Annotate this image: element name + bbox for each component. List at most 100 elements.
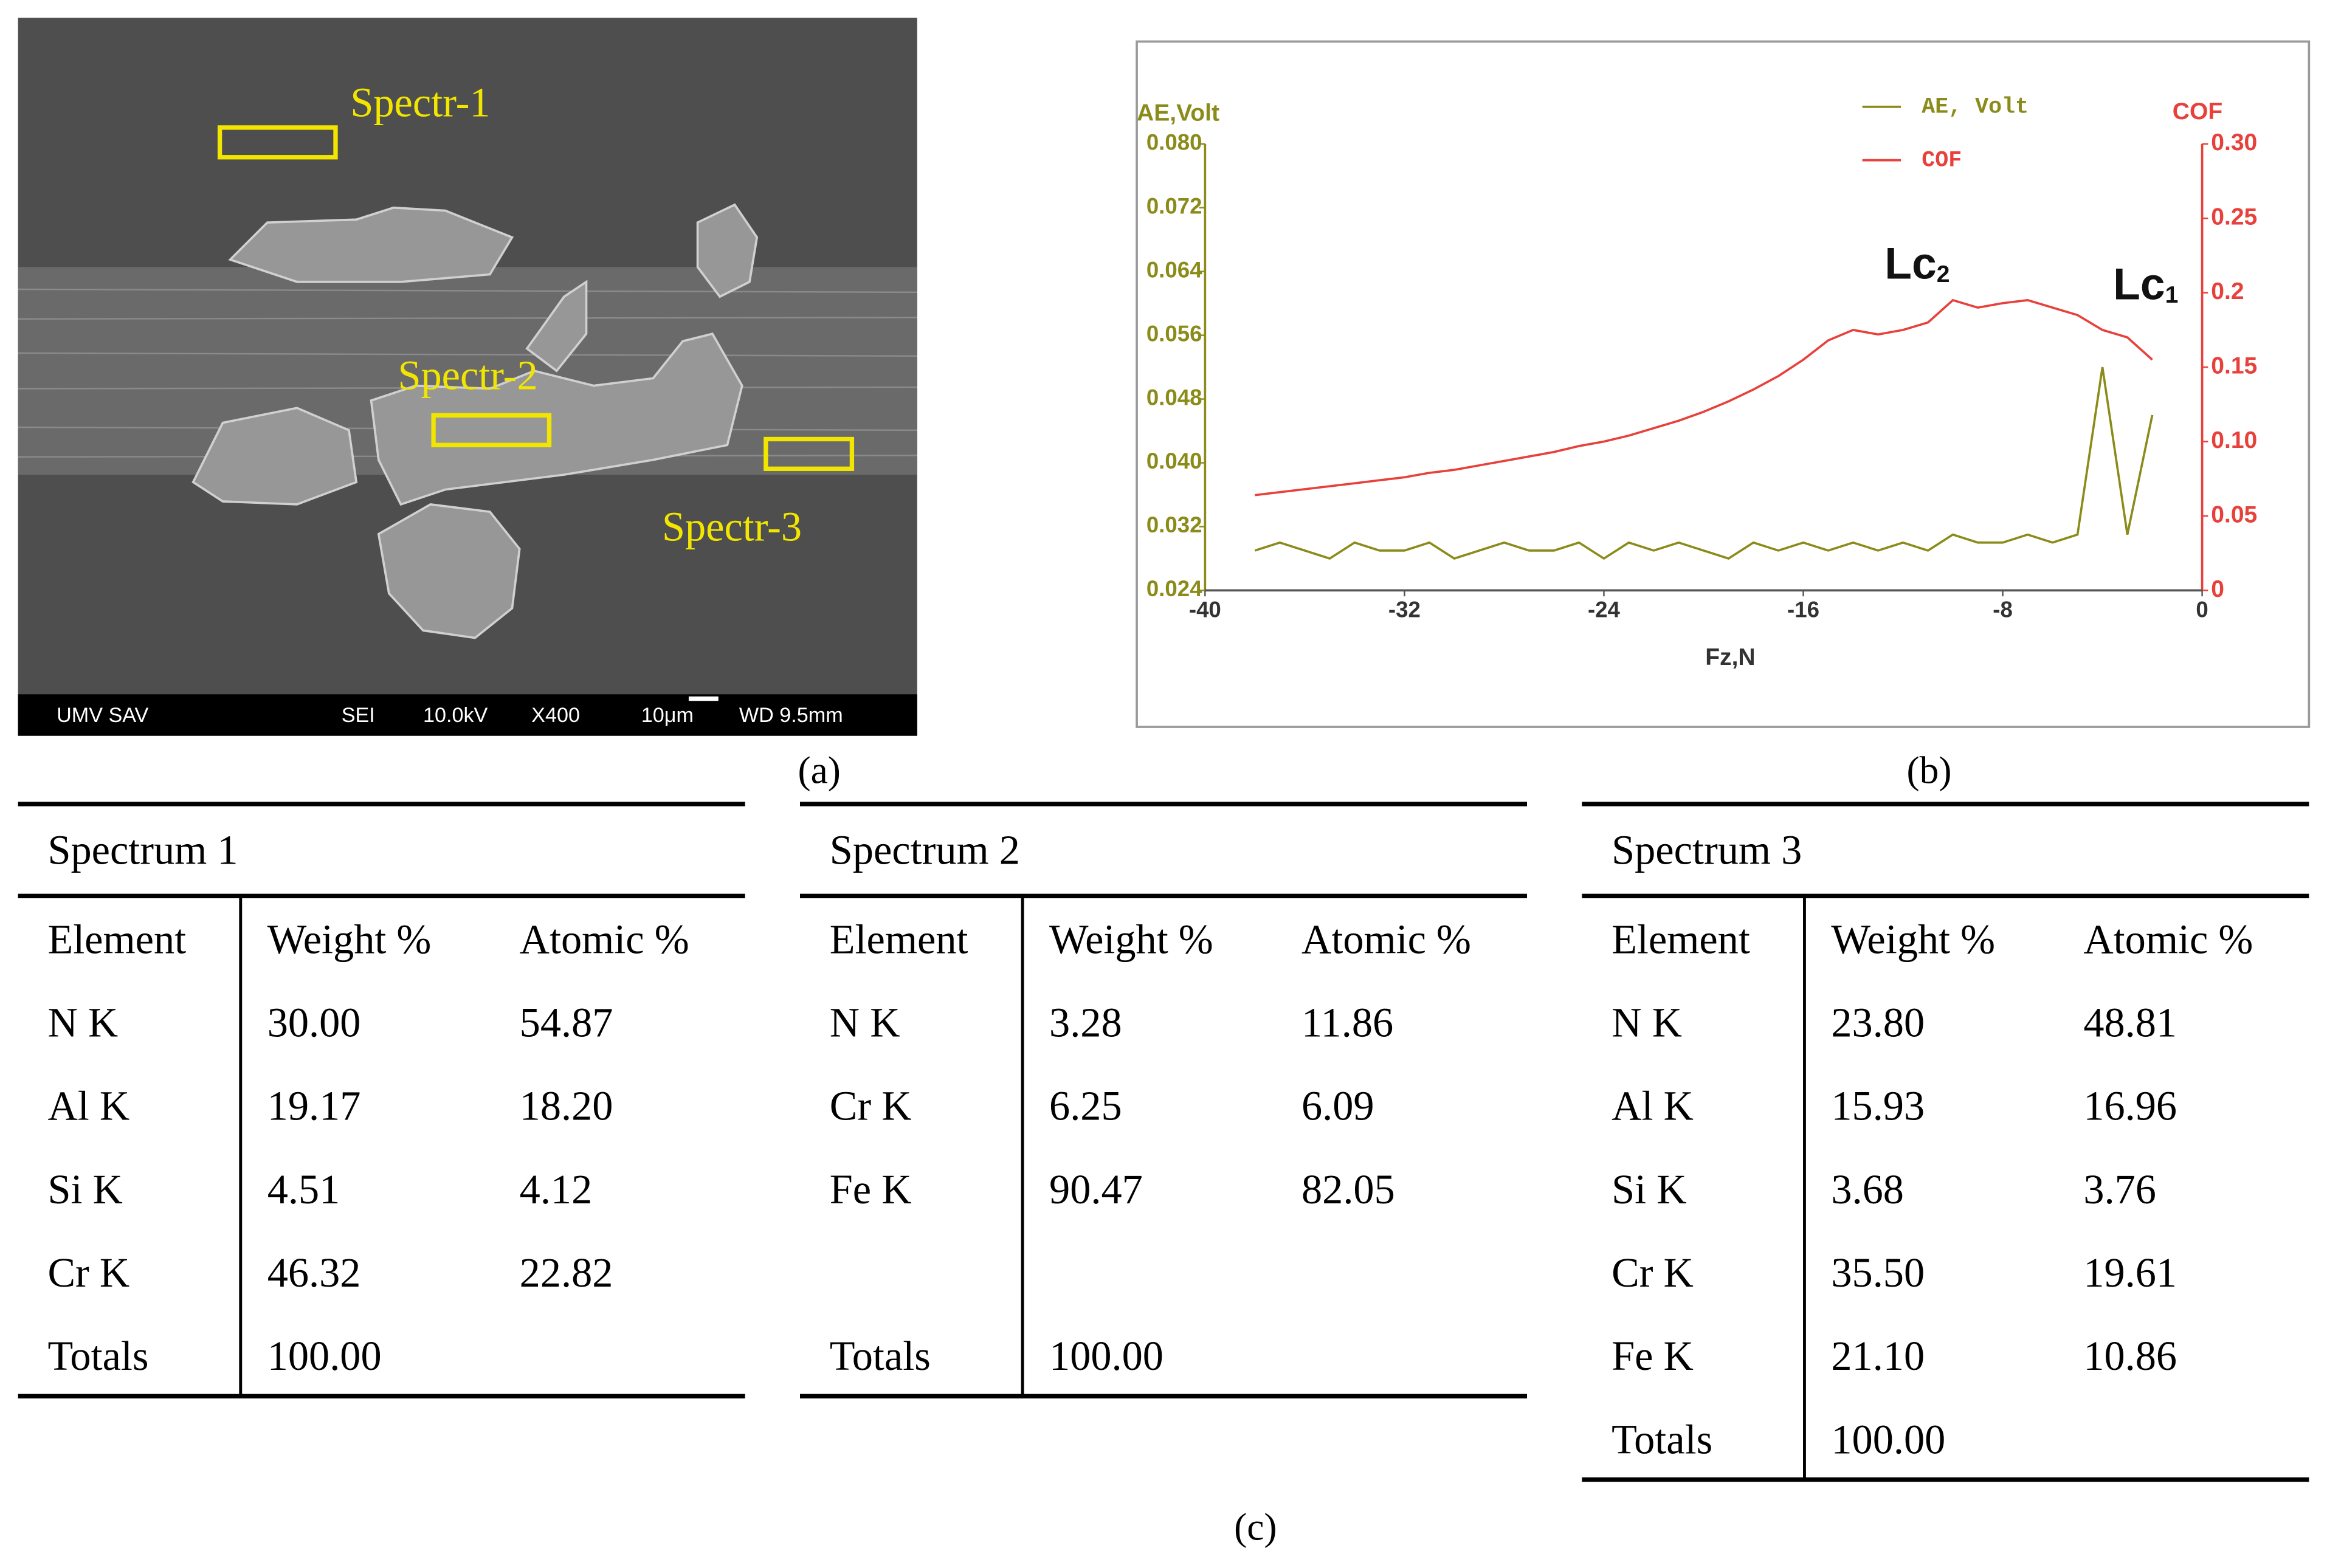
table-header: Element — [830, 916, 968, 962]
caption: (c) — [1234, 1505, 1277, 1549]
table-cell: Fe K — [1612, 1333, 1694, 1379]
table-title: Spectrum 2 — [830, 827, 1020, 873]
x-tick-label: -16 — [1787, 597, 1819, 622]
y2-tick-label: 0.05 — [2211, 501, 2257, 528]
table-cell: 10.86 — [2083, 1333, 2177, 1379]
table-cell: 19.61 — [2083, 1250, 2177, 1296]
y-axis-title: AE,Volt — [1137, 100, 1219, 126]
series-line — [1254, 366, 2154, 560]
table-cell: Al K — [47, 1083, 129, 1129]
info-text: X400 — [531, 704, 580, 727]
spectrum-label: Spectr-1 — [350, 79, 490, 125]
table-cell: 19.17 — [267, 1083, 361, 1129]
x-tick-label: -40 — [1189, 597, 1221, 622]
table-header: Atomic % — [2083, 916, 2253, 962]
info-bar — [18, 694, 917, 736]
x-tick-label: -8 — [1993, 597, 2013, 622]
table-cell: Cr K — [830, 1083, 912, 1129]
table-header: Weight % — [1831, 916, 1995, 962]
table-cell: 4.51 — [267, 1166, 340, 1212]
table-cell: 21.10 — [1831, 1333, 1925, 1379]
annotation-text: Lc — [1884, 239, 1936, 289]
chart-frame — [1136, 40, 2311, 728]
table-cell: 6.09 — [1301, 1083, 1374, 1129]
table-header: Atomic % — [520, 916, 689, 962]
info-text: SEI — [342, 704, 375, 727]
table-cell: N K — [47, 1000, 118, 1046]
table-cell: 35.50 — [1831, 1250, 1925, 1296]
table-title: Spectrum 1 — [47, 827, 238, 873]
y-tick-label: 0.064 — [1146, 257, 1202, 282]
table-header: Weight % — [267, 916, 432, 962]
table-cell: 22.82 — [520, 1250, 613, 1296]
y-tick-label: 0.024 — [1146, 576, 1202, 601]
y2-tick-label: 0.15 — [2211, 352, 2257, 379]
annotation-subscript: 2 — [1937, 261, 1950, 287]
table-cell: Totals — [830, 1333, 931, 1379]
x-tick-label: -24 — [1588, 597, 1621, 622]
table-cell: 100.00 — [1049, 1333, 1164, 1379]
info-text: 10.0kV — [423, 704, 488, 727]
spectrum-label: Spectr-3 — [662, 504, 802, 550]
table-header: Element — [47, 916, 186, 962]
table-cell: 90.47 — [1049, 1166, 1143, 1212]
x-tick-label: 0 — [2196, 597, 2208, 622]
spectrum-label: Spectr-2 — [398, 352, 538, 399]
table-cell: 3.28 — [1049, 1000, 1122, 1046]
table-cell: 46.32 — [267, 1250, 361, 1296]
table-header: Element — [1612, 916, 1750, 962]
y2-tick-label: 0 — [2211, 576, 2224, 602]
y2-axis-title: COF — [2173, 98, 2222, 125]
table-header: Atomic % — [1301, 916, 1471, 962]
y2-tick-label: 0.30 — [2211, 129, 2257, 156]
table-cell: Cr K — [1612, 1250, 1694, 1296]
table-cell: 82.05 — [1301, 1166, 1395, 1212]
info-text: UMV SAV — [57, 704, 148, 727]
table-cell: Si K — [47, 1166, 122, 1212]
info-text: WD 9.5mm — [739, 704, 843, 727]
caption: (a) — [798, 749, 840, 792]
table-cell: 100.00 — [1831, 1416, 1945, 1462]
table-title: Spectrum 3 — [1612, 827, 1802, 873]
y2-tick-label: 0.2 — [2211, 278, 2244, 304]
table-cell: 48.81 — [2083, 1000, 2177, 1046]
table-cell: N K — [830, 1000, 900, 1046]
table-cell: 54.87 — [520, 1000, 613, 1046]
table-cell: Si K — [1612, 1166, 1686, 1212]
y2-tick-label: 0.10 — [2211, 427, 2257, 453]
y-tick-label: 0.072 — [1146, 193, 1202, 218]
table-cell: 3.76 — [2083, 1166, 2156, 1212]
spectrum-boxes — [217, 125, 855, 471]
y-tick-label: 0.056 — [1146, 321, 1202, 346]
delaminated-areas — [191, 203, 759, 639]
x-axis-title: Fz,N — [1705, 644, 1755, 670]
table-cell: 18.20 — [520, 1083, 613, 1129]
caption: (b) — [1906, 749, 1951, 792]
table-cell: Al K — [1612, 1083, 1694, 1129]
annotation: Lc1 — [2113, 260, 2178, 309]
legend-label: COF — [1922, 148, 1962, 173]
info-text: 10μm — [641, 704, 694, 727]
y2-tick-label: 0.25 — [2211, 204, 2257, 230]
x-tick-label: -32 — [1388, 597, 1421, 622]
annotation-subscript: 1 — [2165, 282, 2179, 308]
series-line — [1255, 298, 2153, 497]
table-cell: 15.93 — [1831, 1083, 1925, 1129]
y-tick-label: 0.080 — [1146, 129, 1202, 154]
y-tick-label: 0.032 — [1146, 512, 1202, 537]
sem-image: Spectr-1 Spectr-2 Spectr-3 UMV SAV SEI 1… — [18, 18, 917, 736]
table-cell: 6.25 — [1049, 1083, 1122, 1129]
table-cell: 4.12 — [520, 1166, 593, 1212]
legend-label: AE, Volt — [1922, 94, 2029, 119]
table-cell: 3.68 — [1831, 1166, 1904, 1212]
table-cell: N K — [1612, 1000, 1682, 1046]
table-cell: 16.96 — [2083, 1083, 2177, 1129]
table-header: Weight % — [1049, 916, 1213, 962]
table-cell: 23.80 — [1831, 1000, 1925, 1046]
annotation-text: Lc — [2113, 260, 2165, 309]
y-tick-label: 0.048 — [1146, 385, 1202, 410]
table-cell: Totals — [47, 1333, 148, 1379]
table-cell: 100.00 — [267, 1333, 382, 1379]
table-cell: Fe K — [830, 1166, 912, 1212]
y-tick-label: 0.040 — [1146, 449, 1202, 473]
